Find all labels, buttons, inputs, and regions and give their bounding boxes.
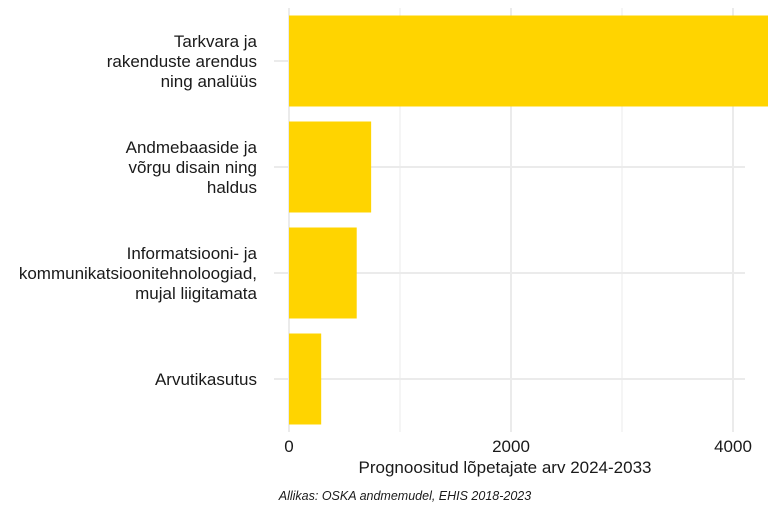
x-tick-label: 4000 [714, 437, 752, 456]
x-axis-title: Prognoositud lõpetajate arv 2024-2033 [359, 458, 652, 477]
category-label-line: Tarkvara ja [174, 32, 258, 51]
x-tick-label: 0 [284, 437, 293, 456]
bar [289, 121, 372, 213]
category-label-line: Andmebaaside ja [126, 138, 258, 157]
category-label-line: mujal liigitamata [135, 284, 257, 303]
category-label-line: ning analüüs [161, 72, 257, 91]
category-label: Andmebaaside ja võrgu disain ning haldus [126, 138, 258, 197]
bar [289, 15, 768, 107]
category-label-line: rakenduste arendus [107, 52, 257, 71]
source-caption: Allikas: OSKA andmemudel, EHIS 2018-2023 [278, 489, 531, 503]
category-label-line: Arvutikasutus [155, 370, 257, 389]
category-label-line: haldus [207, 178, 257, 197]
category-label-line: võrgu disain ning [128, 158, 257, 177]
bar [289, 227, 357, 319]
bar [289, 333, 322, 425]
x-tick-label: 2000 [492, 437, 530, 456]
category-labels: Tarkvara ja rakenduste arendus ning analüü… [19, 32, 258, 389]
category-label: Informatsiooni- ja kommunikatsioonitehnol… [19, 244, 258, 303]
category-label: Tarkvara ja rakenduste arendus ning analüü… [107, 32, 258, 91]
category-label-line: kommunikatsioonitehnoloogiad, [19, 264, 257, 283]
bars [289, 15, 768, 425]
x-tick-labels: 0200040006000 [284, 437, 752, 456]
category-label-line: Informatsiooni- ja [127, 244, 258, 263]
category-label: Arvutikasutus [155, 370, 257, 389]
